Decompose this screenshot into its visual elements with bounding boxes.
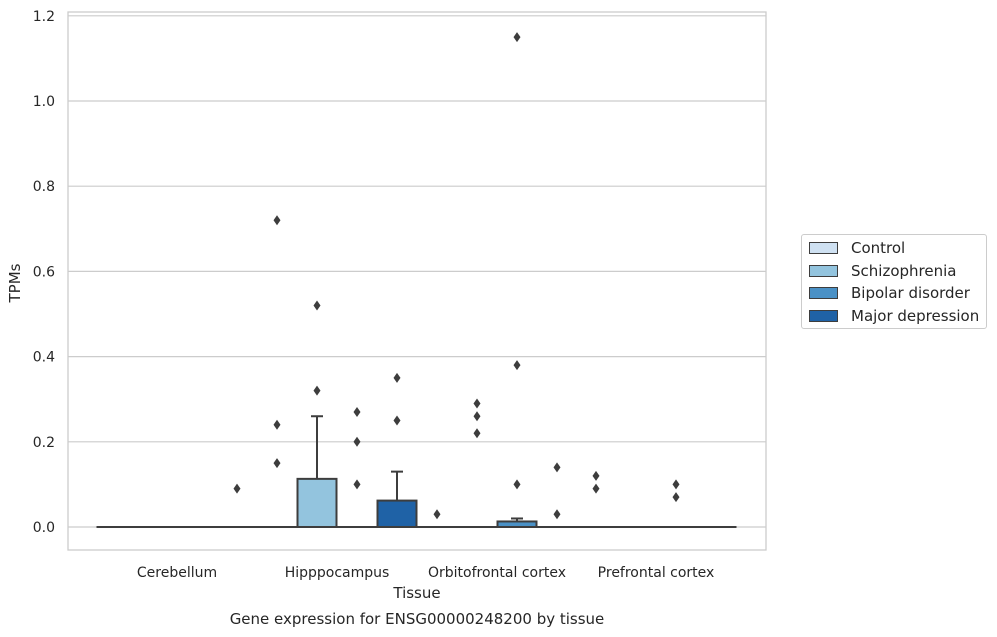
x-tick-label: Orbitofrontal cortex [428, 565, 566, 581]
outliers [233, 32, 680, 520]
outlier-point [313, 300, 321, 311]
x-tick-label: Cerebellum [137, 565, 217, 581]
outlier-point [592, 470, 600, 481]
legend-swatch [809, 287, 838, 299]
legend-swatch [809, 242, 838, 254]
outlier-point [353, 479, 361, 490]
y-tick-label: 0.4 [33, 350, 55, 366]
box-body [376, 499, 418, 529]
legend-item: Control [809, 239, 905, 257]
plot-frame [67, 11, 767, 551]
legend-label: Schizophrenia [851, 261, 957, 280]
outlier-point [473, 398, 481, 409]
legend-item: Schizophrenia [809, 262, 956, 280]
outlier-point [273, 458, 281, 469]
x-tick-label: Prefrontal cortex [598, 565, 715, 581]
outlier-point [473, 428, 481, 439]
outlier-point [592, 483, 600, 494]
box-2-2 [496, 517, 538, 528]
y-tick-label: 0.0 [33, 520, 55, 536]
outlier-point [273, 215, 281, 226]
grid-lines [68, 15, 766, 528]
legend-item: Major depression [809, 307, 979, 325]
outlier-point [473, 411, 481, 422]
outlier-point [353, 406, 361, 417]
outlier-point [553, 462, 561, 473]
y-tick-label: 1.0 [33, 94, 55, 110]
legend-label: Major depression [851, 306, 980, 325]
y-tick-labels: 0.0 0.2 0.4 0.6 0.8 1.0 1.2 [33, 9, 55, 536]
outlier-point [273, 419, 281, 430]
x-tick-labels: Cerebellum Hipppocampus Orbitofrontal cort… [137, 565, 714, 581]
legend-swatch [809, 264, 838, 277]
legend-item: Bipolar disorder [809, 284, 970, 302]
outlier-point [393, 372, 401, 383]
outlier-point [433, 509, 441, 520]
legend: Control Schizophrenia Bipolar disorder Majo… [801, 234, 987, 329]
y-tick-label: 0.8 [33, 179, 55, 195]
y-tick-label: 0.2 [33, 435, 55, 451]
boxes [96, 415, 737, 529]
y-axis-label: TPMs [6, 263, 24, 303]
box-1-1 [296, 415, 338, 528]
legend-label: Control [851, 239, 906, 257]
outlier-point [513, 32, 521, 43]
outlier-point [233, 483, 241, 494]
y-tick-label: 1.2 [33, 9, 55, 25]
box-3-1 [376, 470, 418, 529]
outlier-point [393, 415, 401, 426]
x-tick-label: Hipppocampus [285, 565, 390, 581]
outlier-point [513, 360, 521, 371]
outlier-point [553, 509, 561, 520]
outlier-point [313, 385, 321, 396]
box-body [296, 477, 338, 528]
chart-title: Gene expression for ENSG00000248200 by t… [230, 610, 605, 628]
outlier-point [513, 479, 521, 490]
legend-label: Bipolar disorder [851, 284, 970, 302]
y-tick-label: 0.6 [33, 264, 55, 280]
outlier-point [672, 479, 680, 490]
legend-swatch [809, 309, 838, 322]
x-axis-label: Tissue [392, 584, 440, 602]
outlier-point [672, 492, 680, 503]
outlier-point [353, 436, 361, 447]
